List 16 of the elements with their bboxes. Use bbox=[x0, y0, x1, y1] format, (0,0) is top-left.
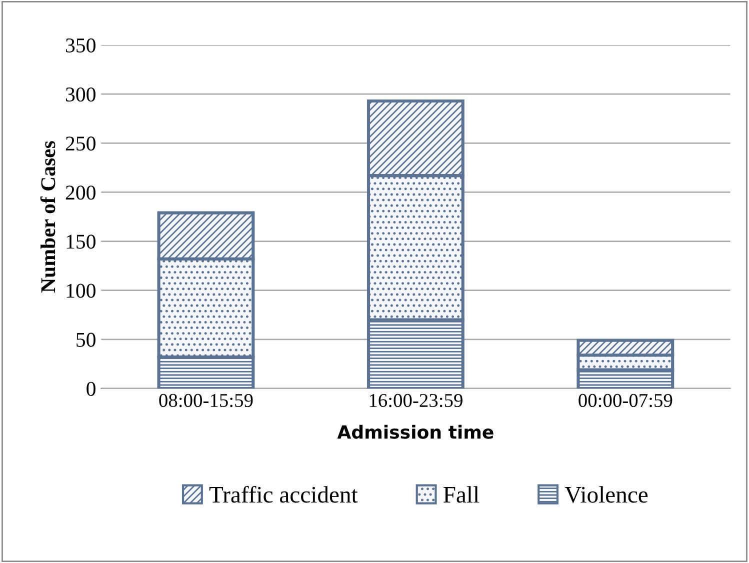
legend-label: Violence bbox=[564, 486, 648, 503]
y-axis-title: Number of Cases bbox=[40, 141, 56, 293]
x-tick-label: 16:00-23:59 bbox=[370, 394, 462, 408]
y-tick-label: 50 bbox=[76, 332, 96, 347]
y-tick-label: 150 bbox=[66, 234, 96, 249]
legend-label: Traffic accident bbox=[209, 486, 358, 503]
x-tick-label: 08:00-15:59 bbox=[159, 394, 253, 408]
legend-label: Fall bbox=[444, 486, 480, 503]
x-axis-title: Admission time bbox=[337, 424, 494, 439]
y-tick-label: 0 bbox=[86, 382, 96, 396]
y-tick-label: 300 bbox=[66, 87, 96, 102]
x-tick-label: 00:00-07:59 bbox=[578, 394, 672, 408]
y-tick-label: 350 bbox=[66, 38, 96, 52]
y-tick-label: 250 bbox=[66, 136, 96, 151]
y-tick-label: 200 bbox=[66, 186, 96, 200]
y-tick-label: 100 bbox=[66, 284, 96, 298]
